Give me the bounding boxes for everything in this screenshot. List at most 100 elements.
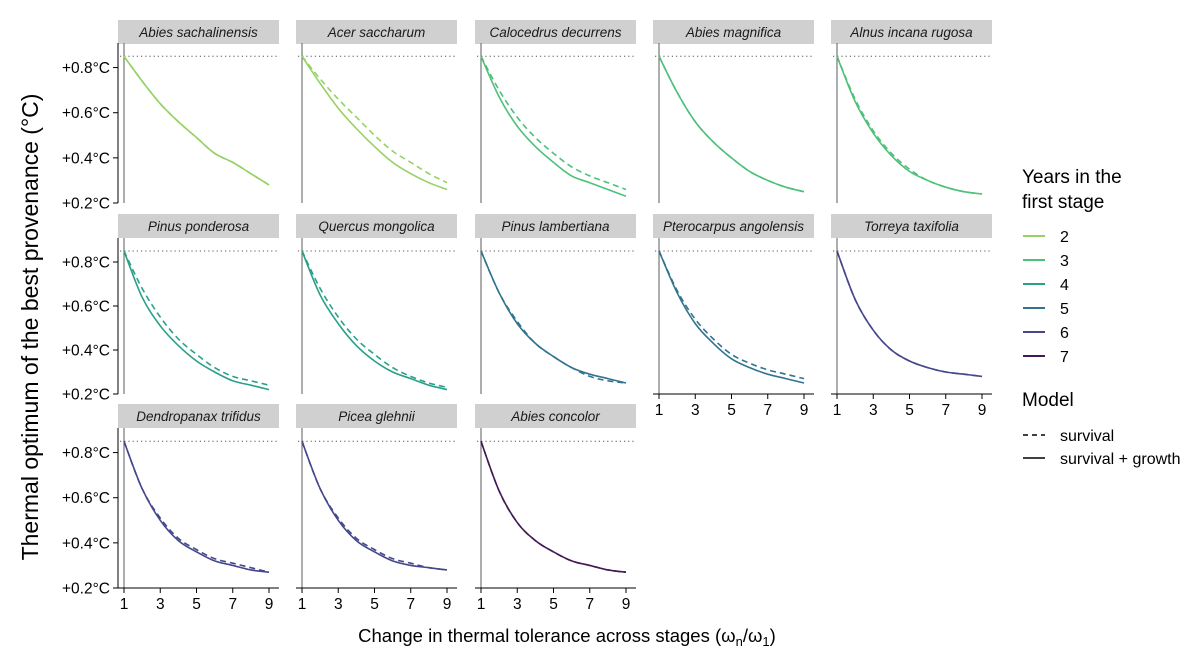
facet-strip bbox=[118, 20, 279, 44]
facet-strip bbox=[653, 20, 814, 44]
legend-label-year: 7 bbox=[1060, 349, 1069, 366]
series-line-survival bbox=[301, 55, 448, 184]
y-tick-label: +0.2°C bbox=[62, 387, 110, 404]
facet-strip bbox=[475, 214, 636, 238]
series-line-survival-growth bbox=[658, 250, 805, 384]
x-tick-label: 9 bbox=[978, 402, 987, 419]
x-tick-label: 5 bbox=[727, 402, 736, 419]
panel-abies-magnifica: Abies magnifica bbox=[653, 20, 814, 203]
x-axis-title-slash: /ω bbox=[743, 625, 763, 646]
facet-strip-label: Calocedrus decurrens bbox=[489, 25, 621, 40]
facet-strip-label: Pterocarpus angolensis bbox=[663, 219, 804, 234]
series-line-survival-growth bbox=[480, 250, 627, 384]
facet-strip bbox=[296, 404, 457, 428]
facet-strip bbox=[831, 214, 992, 238]
facet-strip bbox=[475, 20, 636, 44]
facet-strip-label: Torreya taxifolia bbox=[864, 219, 959, 234]
facet-strip-label: Pinus ponderosa bbox=[148, 219, 250, 234]
panel-pinus-ponderosa: Pinus ponderosa +0.2°C +0.4°C +0.6°C +0.8°C bbox=[62, 214, 279, 404]
x-tick-label: 5 bbox=[549, 596, 558, 613]
y-tick-label: +0.2°C bbox=[62, 581, 110, 598]
x-tick-label: 3 bbox=[513, 596, 522, 613]
x-tick-label: 5 bbox=[192, 596, 201, 613]
facet-panels: Abies sachalinensis +0.2°C +0.4°C +0.6°C +0.… bbox=[62, 20, 992, 613]
series-line-survival-growth bbox=[123, 441, 270, 573]
series-line-survival-growth bbox=[836, 250, 983, 378]
x-tick-label: 7 bbox=[406, 596, 415, 613]
x-axis-title-sub-n: n bbox=[736, 634, 743, 649]
x-tick-label: 3 bbox=[156, 596, 165, 613]
y-tick-label: +0.4°C bbox=[62, 343, 110, 360]
panel-alnus-incana-rugosa: Alnus incana rugosa bbox=[831, 20, 992, 203]
panel-calocedrus-decurrens: Calocedrus decurrens bbox=[475, 20, 636, 203]
x-tick-label: 1 bbox=[477, 596, 486, 613]
legend-label-year: 6 bbox=[1060, 325, 1069, 342]
facet-strip bbox=[831, 20, 992, 44]
series-line-survival-growth bbox=[658, 55, 805, 193]
series-line-survival bbox=[836, 55, 983, 195]
legend: Years in the first stage 2 3 4 5 6 7 Model surviv… bbox=[1022, 167, 1181, 468]
series-line-survival-growth bbox=[123, 250, 270, 391]
y-axis-title: Thermal optimum of the best provenance (… bbox=[17, 94, 43, 561]
facet-strip-label: Acer saccharum bbox=[327, 25, 426, 40]
y-tick-label: +0.2°C bbox=[62, 196, 110, 213]
facet-strip-label: Pinus lambertiana bbox=[501, 219, 610, 234]
legend-title-years-line2: first stage bbox=[1022, 192, 1104, 213]
y-tick-label: +0.8°C bbox=[62, 445, 110, 462]
facet-strip-label: Alnus incana rugosa bbox=[849, 25, 973, 40]
series-line-survival bbox=[480, 55, 627, 191]
series-line-survival bbox=[301, 441, 448, 571]
series-line-survival-growth bbox=[123, 55, 270, 186]
x-tick-label: 1 bbox=[655, 402, 664, 419]
facet-strip-label: Picea glehnii bbox=[338, 409, 416, 424]
series-line-survival-growth bbox=[301, 441, 448, 571]
y-tick-label: +0.8°C bbox=[62, 60, 110, 77]
y-tick-label: +0.6°C bbox=[62, 105, 110, 122]
facet-strip bbox=[118, 214, 279, 238]
legend-title-model: Model bbox=[1022, 390, 1074, 411]
facet-strip bbox=[296, 20, 457, 44]
y-tick-label: +0.4°C bbox=[62, 150, 110, 167]
series-line-survival-growth bbox=[301, 250, 448, 391]
y-tick-label: +0.6°C bbox=[62, 490, 110, 507]
facet-strip-label: Dendropanax trifidus bbox=[136, 409, 261, 424]
x-tick-label: 1 bbox=[120, 596, 129, 613]
panel-acer-saccharum: Acer saccharum bbox=[296, 20, 457, 203]
panel-dendropanax-trifidus: Dendropanax trifidus +0.2°C +0.4°C +0.6°C +0… bbox=[62, 404, 279, 613]
facet-strip bbox=[653, 214, 814, 238]
x-tick-label: 3 bbox=[691, 402, 700, 419]
series-line-survival-growth bbox=[480, 55, 627, 197]
series-line-survival bbox=[301, 250, 448, 389]
facet-strip-label: Abies sachalinensis bbox=[138, 25, 258, 40]
series-line-survival-growth bbox=[836, 55, 983, 195]
series-line-survival-growth bbox=[480, 441, 627, 573]
series-line-survival bbox=[123, 55, 270, 186]
y-tick-label: +0.4°C bbox=[62, 535, 110, 552]
series-line-survival bbox=[658, 250, 805, 380]
x-tick-label: 9 bbox=[800, 402, 809, 419]
y-tick-label: +0.6°C bbox=[62, 299, 110, 316]
panel-abies-concolor: Abies concolor 1 3 5 7 9 bbox=[475, 404, 636, 613]
series-line-survival-growth bbox=[301, 55, 448, 191]
x-tick-label: 5 bbox=[905, 402, 914, 419]
facet-strip-label: Abies magnifica bbox=[685, 25, 782, 40]
facet-strip-label: Quercus mongolica bbox=[318, 219, 435, 234]
series-line-survival bbox=[836, 250, 983, 378]
series-line-survival bbox=[123, 250, 270, 386]
panel-torreya-taxifolia: Torreya taxifolia 1 3 5 7 9 bbox=[831, 214, 992, 419]
panel-pinus-lambertiana: Pinus lambertiana bbox=[475, 214, 636, 394]
x-tick-label: 1 bbox=[833, 402, 842, 419]
facet-strip-label: Abies concolor bbox=[510, 409, 600, 424]
x-tick-label: 5 bbox=[370, 596, 379, 613]
x-tick-label: 9 bbox=[622, 596, 631, 613]
x-tick-label: 3 bbox=[334, 596, 343, 613]
panel-picea-glehnii: Picea glehnii 1 3 5 7 9 bbox=[296, 404, 457, 613]
facet-strip bbox=[475, 404, 636, 428]
panel-abies-sachalinensis: Abies sachalinensis +0.2°C +0.4°C +0.6°C +0.… bbox=[62, 20, 279, 213]
legend-label-year: 4 bbox=[1060, 277, 1069, 294]
facet-strip bbox=[296, 214, 457, 238]
series-line-survival bbox=[658, 55, 805, 193]
x-tick-label: 7 bbox=[941, 402, 950, 419]
x-tick-label: 7 bbox=[228, 596, 237, 613]
x-axis-title-sub-1: 1 bbox=[762, 634, 769, 649]
